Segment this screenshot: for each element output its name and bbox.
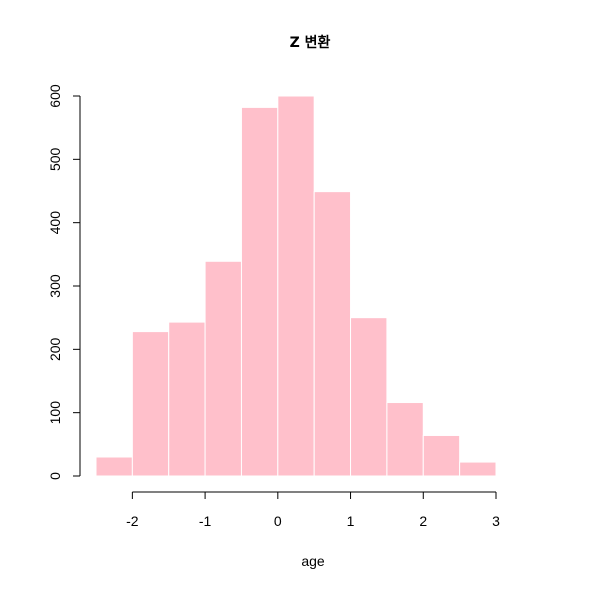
y-tick-label: 0 (47, 472, 63, 480)
x-tick-label: -2 (126, 513, 139, 529)
histogram-bar (95, 456, 133, 477)
histogram-bar (168, 321, 206, 477)
histogram-bar (131, 331, 170, 477)
x-tick-label: 3 (492, 513, 500, 529)
histogram-bar (459, 461, 497, 477)
x-tick-label: 1 (347, 513, 355, 529)
histogram-bar (386, 402, 424, 477)
x-tick-label: -1 (199, 513, 212, 529)
histogram-bar (313, 191, 352, 477)
y-tick-label: 100 (47, 401, 63, 425)
y-tick-label: 500 (47, 147, 63, 171)
histogram-bar (204, 260, 242, 477)
x-axis-title: age (301, 553, 325, 569)
y-tick-label: 400 (47, 211, 63, 235)
y-axis: 0 100 200 300 400 500 600 (47, 84, 81, 480)
bars-group (95, 95, 497, 477)
y-tick-label: 600 (47, 84, 63, 108)
x-axis: -2 -1 0 1 2 3 (126, 491, 500, 529)
histogram-bar (350, 317, 388, 477)
histogram-bar (240, 106, 279, 477)
histogram-bar (422, 434, 461, 477)
histogram-bar (277, 95, 315, 477)
chart-title: Z 변환 (290, 34, 331, 51)
y-tick-label: 200 (47, 337, 63, 361)
x-tick-label: 2 (419, 513, 427, 529)
y-tick-label: 300 (47, 274, 63, 298)
x-tick-label: 0 (274, 513, 282, 529)
